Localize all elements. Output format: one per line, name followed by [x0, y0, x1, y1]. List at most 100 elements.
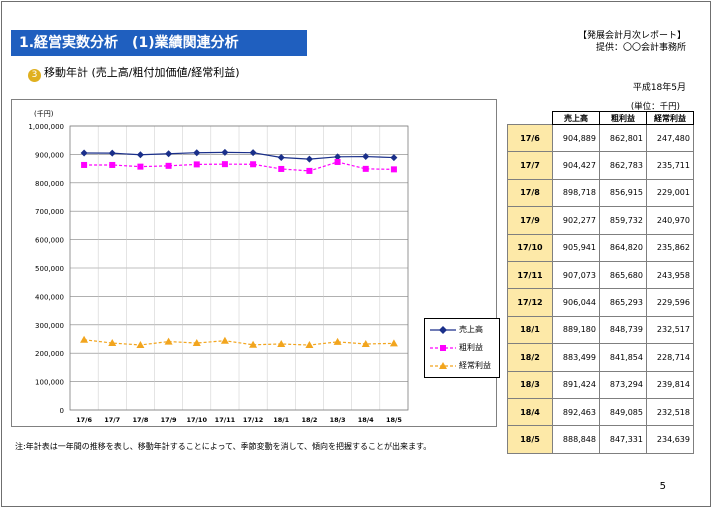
data-table: 売上高 粗利益 経常利益 17/6 904,889 862,801 247,480 17… — [507, 111, 694, 454]
ordinary-cell: 235,711 — [646, 151, 694, 180]
gross-point — [278, 165, 285, 172]
row-label: 17/10 — [507, 233, 553, 262]
ordinary-cell: 240,970 — [646, 206, 694, 235]
gross-cell: 841,854 — [599, 343, 647, 372]
gross-cell: 856,915 — [599, 178, 647, 208]
ordinary-cell: 229,596 — [646, 288, 694, 317]
x-tick-label: 17/11 — [215, 416, 236, 424]
sales-cell: 888,848 — [552, 425, 600, 454]
ordinary-point — [164, 337, 173, 345]
section-title: 3 移動年計 (売上高/粗付加価値/経常利益) — [28, 64, 240, 82]
gross-cell: 859,732 — [599, 206, 647, 235]
gross-point — [306, 167, 313, 174]
x-tick-label: 18/2 — [301, 416, 317, 424]
table-row: 18/5 888,848 847,331 234,639 — [507, 425, 694, 454]
x-tick-label: 18/4 — [358, 416, 374, 424]
table-row: 17/12 906,044 865,293 229,596 — [507, 288, 694, 317]
table-row: 17/11 907,073 865,680 243,958 — [507, 260, 694, 290]
sales-point — [80, 149, 88, 157]
chart-legend: 売上高 粗利益 経常利益 — [424, 318, 500, 378]
ordinary-cell: 228,714 — [646, 343, 694, 372]
sales-point — [305, 155, 313, 163]
sales-cell: 907,073 — [552, 260, 600, 290]
row-label: 18/5 — [507, 425, 553, 454]
ordinary-point — [277, 339, 286, 347]
moving-annual-chart: 0 100,000 200,000 300,000 400,000 500,000 600,… — [28, 109, 409, 424]
ordinary-point — [389, 339, 398, 347]
gross-point — [193, 161, 200, 168]
sales-cell: 892,463 — [552, 397, 600, 427]
sales-cell: 898,718 — [552, 178, 600, 208]
x-tick-label: 17/12 — [243, 416, 263, 424]
table-row: 17/9 902,277 859,732 240,970 — [507, 206, 694, 235]
footnote: 注:年計表は一年間の推移を表し、移動年計することによって、季節変動を消して、傾向… — [15, 442, 432, 451]
x-tick-label: 18/1 — [273, 416, 289, 424]
x-tick-label: 18/5 — [386, 416, 402, 424]
row-label: 17/12 — [507, 288, 553, 317]
sales-cell: 905,941 — [552, 233, 600, 262]
report-provider: 提供：〇〇会計事務所 — [595, 43, 686, 53]
table-header-gross: 粗利益 — [599, 111, 647, 125]
y-tick-label: 100,000 — [35, 379, 64, 387]
ordinary-cell: 234,639 — [646, 425, 694, 454]
y-tick-label: 800,000 — [35, 180, 64, 188]
sales-cell: 889,180 — [552, 315, 600, 345]
gross-point — [109, 161, 116, 168]
table-unit-label: (単位：千円) — [630, 102, 680, 112]
sales-point — [193, 149, 201, 157]
y-tick-label: 900,000 — [35, 151, 64, 159]
ordinary-cell: 247,480 — [646, 123, 694, 153]
table-row: 18/2 883,499 841,854 228,714 — [507, 343, 694, 372]
y-tick-label: 1,000,000 — [28, 123, 64, 131]
y-tick-label: 500,000 — [35, 265, 64, 273]
sales-cell: 883,499 — [552, 343, 600, 372]
gross-cell: 865,293 — [599, 288, 647, 317]
gross-point — [165, 162, 172, 169]
legend-item-ordinary: 経常利益 — [429, 359, 499, 373]
gross-cell: 849,085 — [599, 397, 647, 427]
gross-cell: 865,680 — [599, 260, 647, 290]
table-header-row: 売上高 粗利益 経常利益 — [508, 111, 694, 125]
table-row: 17/8 898,718 856,915 229,001 — [507, 178, 694, 208]
x-tick-label: 18/3 — [330, 416, 346, 424]
gross-point — [221, 161, 228, 168]
gross-cell: 862,801 — [599, 123, 647, 153]
table-row: 18/3 891,424 873,294 239,814 — [507, 370, 694, 399]
row-label: 17/9 — [507, 206, 553, 235]
ordinary-point — [361, 339, 370, 347]
y-tick-label: 300,000 — [35, 322, 64, 330]
table-header-ordinary: 経常利益 — [646, 111, 694, 125]
sales-series-line — [84, 151, 394, 160]
page-number: 5 — [659, 481, 666, 492]
row-label: 18/1 — [507, 315, 553, 345]
ordinary-point — [192, 339, 201, 347]
table-row: 18/4 892,463 849,085 232,518 — [507, 397, 694, 427]
gross-point — [81, 161, 88, 168]
sales-point — [221, 148, 229, 156]
legend-label: 売上高 — [459, 325, 483, 334]
sales-cell: 902,277 — [552, 206, 600, 235]
gross-cell: 848,739 — [599, 315, 647, 345]
legend-label: 粗利益 — [459, 343, 483, 352]
ordinary-cell: 235,862 — [646, 233, 694, 262]
ordinary-point — [220, 336, 229, 344]
y-tick-label: 200,000 — [35, 350, 64, 358]
row-label: 17/6 — [507, 123, 553, 153]
x-tick-label: 17/6 — [76, 416, 92, 424]
ordinary-cell: 232,518 — [646, 397, 694, 427]
sales-cell: 906,044 — [552, 288, 600, 317]
table-row: 17/10 905,941 864,820 235,862 — [507, 233, 694, 262]
y-axis-unit-label: (千円) — [34, 109, 54, 118]
row-label: 17/11 — [507, 260, 553, 290]
y-tick-label: 700,000 — [35, 208, 64, 216]
table-body: 17/6 904,889 862,801 247,480 17/7 904,427 862,… — [507, 123, 694, 454]
legend-item-sales: 売上高 — [429, 323, 499, 337]
gross-point — [334, 158, 341, 165]
gross-point — [362, 165, 369, 172]
x-tick-label: 17/8 — [132, 416, 148, 424]
table-header-corner — [508, 112, 553, 125]
section-title-text: 移動年計 (売上高/粗付加価値/経常利益) — [44, 66, 240, 79]
ordinary-series-line — [84, 339, 394, 346]
gross-cell: 847,331 — [599, 425, 647, 454]
